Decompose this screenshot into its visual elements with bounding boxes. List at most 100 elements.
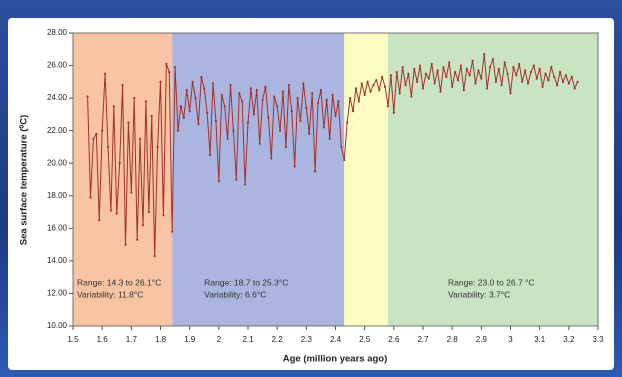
data-point [521, 80, 524, 83]
data-point [518, 62, 521, 66]
data-point [561, 80, 565, 83]
data-point [191, 80, 194, 83]
data-point [176, 129, 180, 132]
y-axis-title: Sea surface temperature (⁰C) [19, 115, 30, 246]
data-point [556, 83, 559, 87]
data-point [448, 61, 451, 64]
data-point [255, 88, 258, 92]
data-point [264, 85, 267, 88]
data-point [130, 191, 133, 194]
data-point [103, 72, 107, 75]
data-point [188, 110, 191, 113]
data-point [348, 97, 352, 100]
data-point [506, 72, 509, 75]
data-point [109, 209, 113, 212]
data-point [325, 98, 328, 101]
data-point [171, 230, 174, 233]
data-point [483, 53, 486, 56]
data-point [101, 129, 104, 132]
y-tick-label: 26.00 [47, 61, 68, 70]
data-point [532, 64, 535, 67]
data-point [121, 83, 124, 87]
data-point [445, 75, 448, 79]
data-point [430, 62, 433, 66]
data-point [217, 180, 220, 183]
data-point [451, 85, 454, 88]
data-point [197, 123, 200, 126]
data-point [313, 170, 317, 173]
data-point [173, 66, 177, 69]
data-point [308, 132, 311, 136]
data-point [106, 145, 110, 149]
data-point [273, 95, 276, 98]
data-point [424, 72, 428, 75]
data-point [401, 66, 404, 69]
data-point [436, 69, 439, 72]
data-point [369, 90, 372, 93]
data-point [418, 64, 422, 67]
x-tick-label: 1.7 [126, 335, 138, 344]
y-tick-label: 24.00 [47, 93, 68, 102]
data-point [281, 90, 285, 93]
data-point [433, 82, 436, 85]
data-point [526, 82, 530, 85]
x-tick-label: 1.9 [184, 335, 196, 344]
data-point [553, 75, 556, 79]
y-tick-label: 20.00 [47, 158, 68, 167]
data-point [480, 77, 483, 80]
data-point [203, 87, 206, 90]
y-tick-label: 12.00 [47, 289, 68, 298]
data-point [322, 126, 325, 129]
data-point [538, 67, 541, 70]
data-point [86, 95, 89, 98]
data-point [296, 97, 299, 100]
data-point [421, 87, 425, 90]
data-point [287, 83, 290, 87]
data-point [226, 137, 229, 140]
data-point [564, 74, 568, 77]
data-point [503, 61, 506, 64]
y-tick-label: 22.00 [47, 126, 68, 135]
data-point [360, 82, 363, 85]
data-point [491, 57, 495, 61]
data-point [486, 87, 489, 90]
x-tick-label: 3.3 [592, 335, 604, 344]
data-point [138, 137, 142, 140]
x-tick-label: 2.5 [359, 335, 371, 344]
x-tick-label: 2 [217, 335, 222, 344]
data-point [337, 100, 340, 103]
data-point [305, 106, 308, 109]
data-point [453, 70, 457, 74]
x-tick-label: 2.8 [447, 335, 459, 344]
data-point [474, 82, 477, 85]
data-point [153, 254, 156, 258]
data-point [267, 116, 270, 119]
x-tick-label: 3.1 [534, 335, 546, 344]
data-point [509, 92, 512, 95]
data-point [515, 74, 518, 77]
data-point [299, 119, 302, 122]
data-point [89, 196, 92, 199]
annotation: Variability: 3.7°C [448, 289, 510, 299]
data-point [351, 110, 355, 113]
data-point [293, 165, 296, 168]
data-point [92, 137, 95, 140]
data-point [182, 116, 185, 119]
data-point [334, 114, 337, 118]
data-point [363, 93, 366, 96]
data-point [141, 223, 145, 227]
data-point [127, 121, 130, 124]
data-point [246, 121, 250, 124]
data-point [407, 72, 410, 75]
x-tick-label: 2.4 [330, 335, 342, 344]
data-point [500, 83, 503, 87]
data-point [95, 132, 98, 136]
data-point [512, 66, 515, 69]
data-point [290, 110, 293, 113]
data-point [162, 214, 165, 217]
data-point [208, 153, 212, 157]
data-point [302, 82, 305, 85]
data-point [477, 69, 480, 72]
data-point [243, 183, 247, 186]
